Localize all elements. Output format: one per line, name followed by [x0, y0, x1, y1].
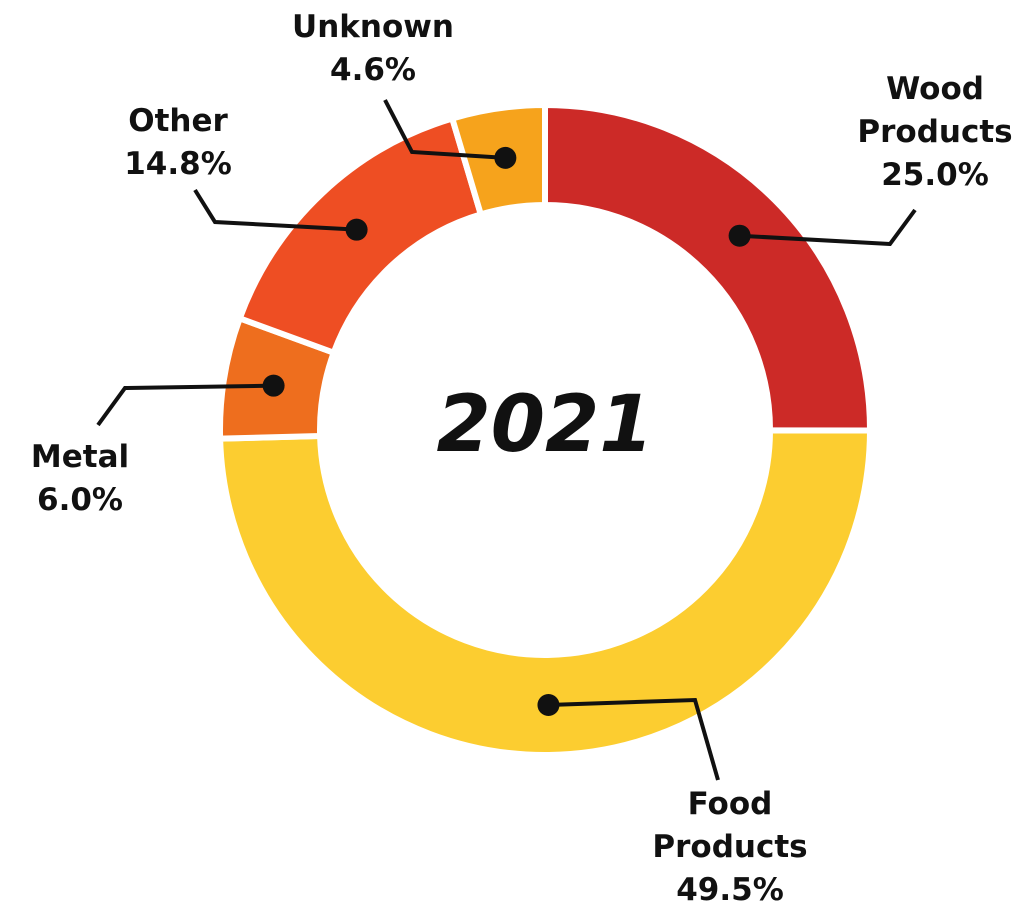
category-name: Metal — [30, 439, 130, 475]
category-name: Other — [128, 103, 228, 139]
value-label: 6.0% — [37, 482, 123, 518]
leader-dot — [262, 374, 285, 397]
value-label: 25.0% — [881, 157, 989, 193]
value-label: 14.8% — [124, 146, 232, 182]
leader-line — [548, 697, 720, 781]
value-label: 49.5% — [676, 872, 784, 908]
segment-label: Food Products 49.5% — [630, 783, 830, 912]
leader-dot — [728, 224, 751, 247]
donut-segment — [217, 427, 874, 758]
leader-line — [193, 188, 357, 232]
leader-dot — [345, 218, 368, 241]
donut-segment — [542, 101, 874, 434]
leader-dot — [494, 146, 517, 169]
value-label: 4.6% — [330, 52, 416, 88]
segment-label: Wood Products 25.0% — [835, 68, 1024, 197]
center-label: 2021 — [436, 380, 654, 470]
leader-line — [383, 99, 506, 160]
leader-dot — [537, 693, 560, 716]
segment-label: Unknown 4.6% — [268, 6, 478, 92]
leader-line — [96, 383, 274, 427]
segment-label: Other 14.8% — [98, 100, 258, 186]
leader-line — [739, 208, 917, 247]
category-name: Food Products — [652, 786, 808, 865]
category-name: Wood Products — [857, 71, 1013, 150]
segment-label: Metal 6.0% — [0, 436, 165, 522]
category-name: Unknown — [292, 9, 454, 45]
